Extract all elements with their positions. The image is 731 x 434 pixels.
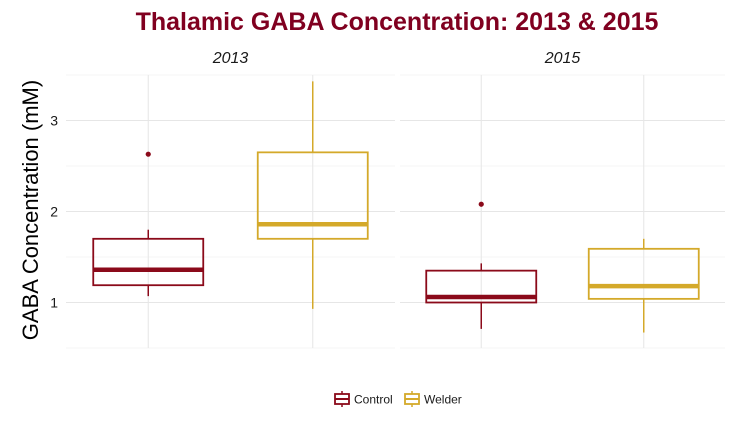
- outlier-point: [145, 151, 151, 157]
- legend-item-control: Control: [334, 391, 393, 407]
- y-axis-title: GABA Concentration (mM): [18, 80, 43, 340]
- chart-title: Thalamic GABA Concentration: 2013 & 2015: [136, 8, 659, 36]
- legend: Control Welder: [334, 391, 462, 407]
- legend-label: Welder: [424, 393, 462, 407]
- box-welder: [256, 151, 369, 240]
- panel-strip-label: 2015: [544, 50, 581, 67]
- outlier-point: [478, 201, 484, 207]
- y-tick-label: 2: [50, 204, 58, 220]
- panel-strip-label: 2013: [212, 50, 249, 67]
- box-control: [425, 269, 538, 304]
- box-welder: [587, 247, 700, 300]
- y-tick-label: 1: [50, 295, 58, 311]
- marks-layer: [92, 81, 700, 333]
- legend-label: Control: [354, 393, 393, 407]
- grid-layer: [66, 74, 725, 349]
- labels-layer: 1 2 3 2013 2015: [50, 50, 580, 311]
- legend-item-welder: Welder: [404, 391, 462, 407]
- y-tick-label: 3: [50, 113, 58, 129]
- box-control: [92, 237, 205, 287]
